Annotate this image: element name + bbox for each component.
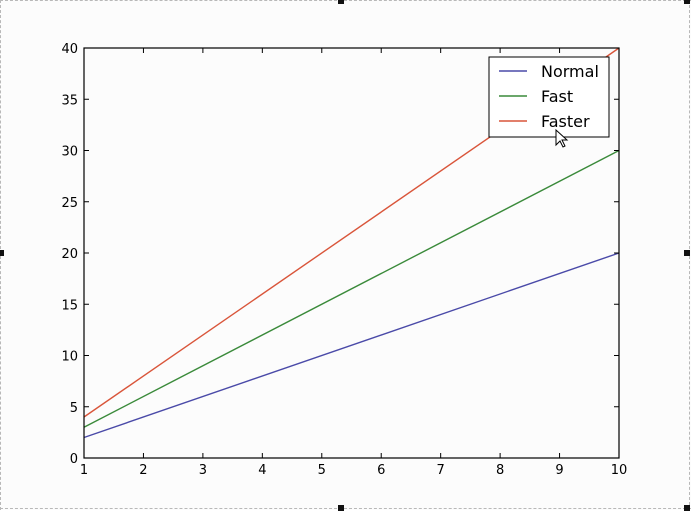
y-tick-label: 25 — [61, 196, 78, 211]
resize-handle-top-right[interactable] — [684, 0, 690, 4]
legend-label: Normal — [541, 62, 599, 81]
legend: Normal Fast Faster — [488, 56, 610, 138]
y-tick-label: 40 — [61, 42, 78, 57]
y-axis: 0 5 10 15 20 25 30 35 40 — [61, 42, 619, 467]
y-tick-label: 10 — [61, 350, 78, 365]
resize-handle-bottom-right[interactable] — [684, 505, 690, 511]
legend-label: Faster — [541, 112, 590, 131]
legend-entry-fast: Fast — [499, 87, 573, 106]
x-axis: 1 2 3 4 5 6 7 8 9 10 — [80, 48, 627, 478]
x-tick-label: 3 — [199, 463, 207, 478]
y-tick-label: 0 — [70, 452, 78, 467]
x-tick-label: 1 — [80, 463, 88, 478]
resize-handle-top[interactable] — [338, 0, 344, 4]
y-tick-label: 30 — [61, 145, 78, 160]
x-tick-label: 4 — [258, 463, 266, 478]
y-tick-label: 20 — [61, 247, 78, 262]
legend-entry-normal: Normal — [499, 62, 599, 81]
resize-handle-bottom[interactable] — [338, 505, 344, 511]
series-line-normal — [83, 252, 620, 439]
x-tick-label: 7 — [437, 463, 445, 478]
selection-border-bottom — [0, 508, 691, 509]
legend-entry-faster: Faster — [499, 112, 590, 131]
x-tick-label: 2 — [139, 463, 147, 478]
x-tick-label: 10 — [611, 463, 628, 478]
x-tick-label: 6 — [377, 463, 385, 478]
series-line-fast — [83, 149, 620, 428]
legend-label: Fast — [541, 87, 573, 106]
x-tick-label: 5 — [318, 463, 326, 478]
y-tick-label: 35 — [61, 93, 78, 108]
resize-handle-left[interactable] — [0, 250, 4, 256]
y-tick-label: 5 — [70, 401, 78, 416]
y-tick-label: 15 — [61, 298, 78, 313]
selection-border-top — [0, 0, 691, 1]
x-tick-label: 9 — [555, 463, 563, 478]
x-tick-label: 8 — [496, 463, 504, 478]
mouse-pointer-icon — [555, 128, 569, 148]
resize-handle-right[interactable] — [684, 250, 690, 256]
